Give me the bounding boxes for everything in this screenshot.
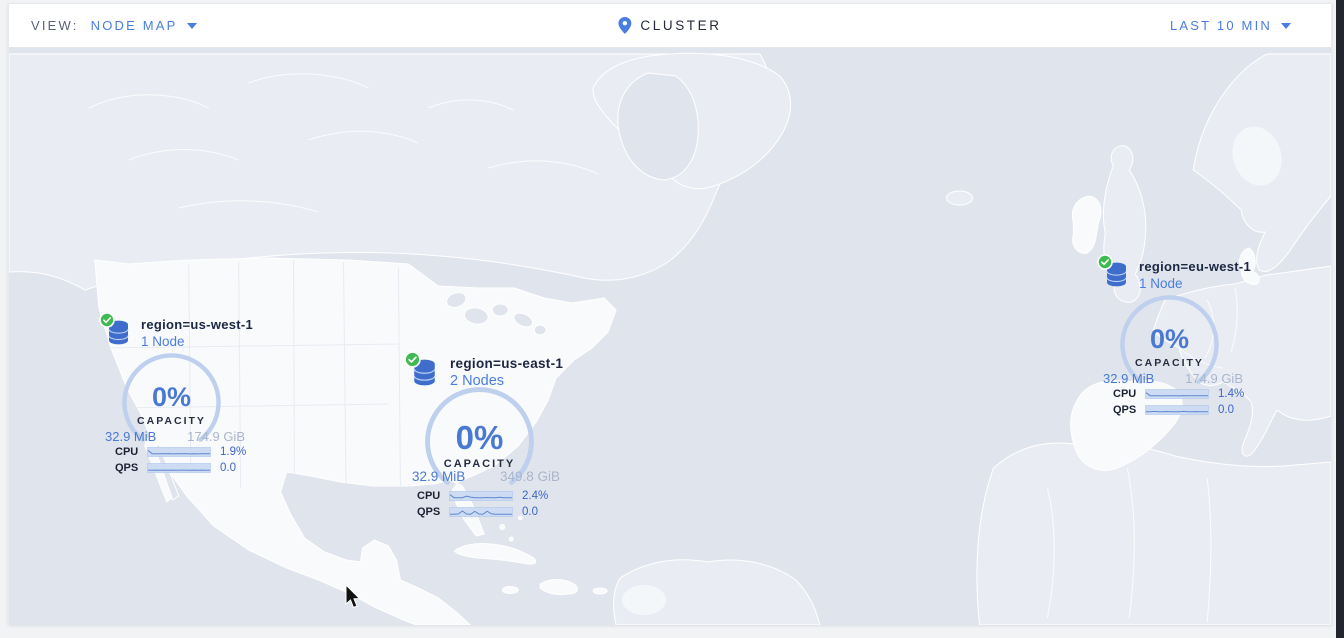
admin-ui-panel: VIEW: NODE MAP CLUSTER LAST 10 MIN <box>8 3 1332 625</box>
region-label: region=eu-west-1 <box>1139 259 1252 274</box>
cpu-value: 1.9% <box>220 446 247 458</box>
cpu-sparkline <box>1145 389 1209 399</box>
capacity-percentage: 0% <box>455 419 504 456</box>
cpu-sparkline <box>449 491 513 501</box>
cpu-label: CPU <box>1113 388 1137 400</box>
view-selector-dropdown[interactable]: NODE MAP <box>91 18 197 33</box>
database-icon <box>412 359 437 391</box>
qps-value: 0.0 <box>522 506 538 518</box>
capacity-percentage: 0% <box>1149 324 1190 354</box>
capacity-gauge-arc <box>1120 295 1219 384</box>
healthy-check-icon <box>404 351 421 373</box>
database-icon <box>1105 262 1128 292</box>
mouse-cursor <box>345 584 361 609</box>
capacity-label: CAPACITY <box>443 458 516 470</box>
capacity-used-value: 32.9 MiB <box>1103 371 1155 386</box>
cpu-sparkline <box>147 447 211 457</box>
node-map-canvas[interactable]: region=us-west-1 1 Node 0% CAPACITY 32.9… <box>9 48 1331 625</box>
node-map-toolbar: VIEW: NODE MAP CLUSTER LAST 10 MIN <box>9 4 1331 48</box>
chevron-down-icon <box>1281 23 1291 29</box>
region-label: region=us-east-1 <box>450 356 564 371</box>
chevron-down-icon <box>186 23 197 29</box>
capacity-used-value: 32.9 MiB <box>412 469 466 484</box>
cpu-label: CPU <box>115 446 139 458</box>
node-count-link[interactable]: 1 Node <box>141 334 185 349</box>
world-map <box>9 48 1331 625</box>
capacity-percentage: 0% <box>151 382 192 412</box>
view-selector-value[interactable]: NODE MAP <box>90 18 178 33</box>
coastline-border-lines <box>88 73 1238 623</box>
capacity-total-value: 174.9 GiB <box>1185 371 1243 386</box>
state-border-lines <box>103 259 401 529</box>
breadcrumb: CLUSTER <box>618 17 721 34</box>
qps-value: 0.0 <box>1218 404 1234 416</box>
qps-label: QPS <box>1113 404 1137 416</box>
qps-sparkline <box>1145 405 1209 415</box>
qps-sparkline <box>147 463 211 473</box>
cpu-value: 2.4% <box>522 490 549 502</box>
view-label: VIEW: <box>31 18 79 33</box>
background-window-edge <box>1336 0 1344 638</box>
map-pin-icon <box>618 17 632 34</box>
node-count-link[interactable]: 1 Node <box>1139 276 1183 291</box>
capacity-total-value: 174.9 GiB <box>187 429 245 444</box>
landmass-shapes <box>9 52 1331 625</box>
capacity-label: CAPACITY <box>137 415 206 427</box>
capacity-gauge-arc <box>122 353 221 442</box>
time-range-value[interactable]: LAST 10 MIN <box>1170 18 1272 33</box>
capacity-used-value: 32.9 MiB <box>105 429 157 444</box>
cpu-label: CPU <box>417 490 441 502</box>
time-range-dropdown[interactable]: LAST 10 MIN <box>1170 18 1291 33</box>
land-highlight-patches <box>622 126 1282 615</box>
capacity-gauge-arc <box>425 387 534 485</box>
cpu-value: 1.4% <box>1218 388 1245 400</box>
capacity-total-value: 349.8 GiB <box>499 469 560 484</box>
healthy-check-icon <box>1097 254 1113 275</box>
qps-sparkline <box>449 507 513 517</box>
healthy-check-icon <box>99 312 115 333</box>
region-label: region=us-west-1 <box>141 317 254 332</box>
qps-value: 0.0 <box>220 462 236 474</box>
qps-label: QPS <box>417 506 441 518</box>
breadcrumb-cluster-label[interactable]: CLUSTER <box>640 18 722 33</box>
node-count-link[interactable]: 2 Nodes <box>450 373 505 389</box>
qps-label: QPS <box>115 462 139 474</box>
capacity-label: CAPACITY <box>1135 357 1204 369</box>
